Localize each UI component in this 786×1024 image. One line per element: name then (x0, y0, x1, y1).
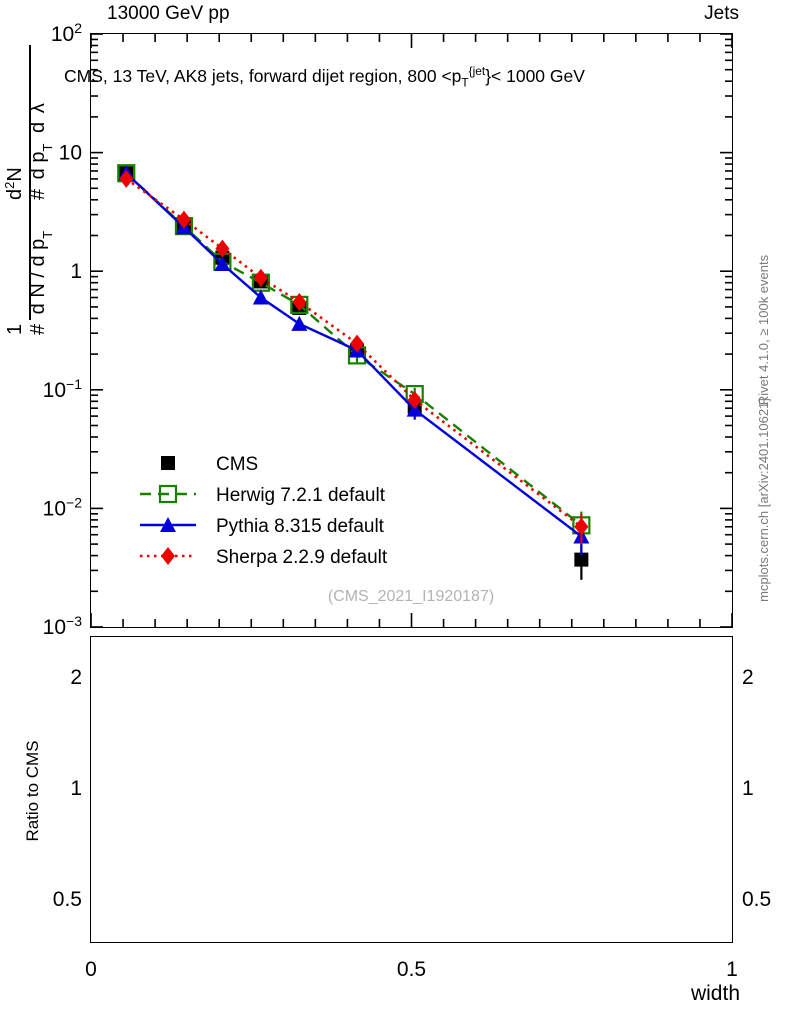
plot-title-sup: {jet (468, 64, 486, 78)
legend-label: Herwig 7.2.1 default (216, 485, 386, 506)
ratio-panel (90, 636, 733, 943)
legend-label: Sherpa 2.2.9 default (216, 547, 388, 568)
legend: CMS Herwig 7.2.1 default Pythia 8.315 defa… (140, 454, 388, 568)
svg-text:2: 2 (742, 666, 754, 689)
svg-text:0.5: 0.5 (397, 958, 426, 981)
ylabel-lambda: λ (27, 103, 49, 113)
legend-item: CMS (161, 454, 258, 475)
main-panel (90, 33, 733, 628)
svg-text:1: 1 (726, 958, 738, 981)
ylabel-numsup: 2 (2, 182, 17, 189)
svg-text:1: 1 (742, 777, 754, 800)
main-axis-ticks (90, 33, 733, 628)
plot-title-tail: }< 1000 GeV (485, 65, 585, 86)
ylabel-sub1: T (40, 231, 55, 239)
svg-text:2: 2 (70, 666, 82, 689)
svg-text:102: 102 (51, 20, 82, 46)
svg-text:1: 1 (4, 324, 26, 335)
plot-title-main: CMS, 13 TeV, AK8 jets, forward dijet reg… (64, 65, 462, 86)
plot-title-sub: T (461, 75, 469, 90)
x-axis-label: width (690, 982, 740, 1005)
ylabel-den: d N / d p (27, 239, 49, 315)
side-label-rivet: Rivet 4.1.0, ≥ 100k events (756, 254, 771, 405)
plot-title: CMS, 13 TeV, AK8 jets, forward dijet reg… (64, 64, 585, 89)
ylabel-hash2: # (27, 188, 49, 200)
svg-text:d2N: d2N (2, 167, 27, 200)
ylabel-numd: d (27, 122, 49, 133)
ratio-ylabel-text: Ratio to CMS (23, 740, 42, 841)
svg-text:# d N / d pT: # d N / d pT (27, 231, 55, 335)
legend-label: Pythia 8.315 default (216, 516, 385, 537)
legend-item: Sherpa 2.2.9 default (140, 547, 388, 568)
y-axis-label: # d N / d pT 1 # d pT d λ d2N (2, 45, 55, 335)
ylabel-one: 1 (4, 324, 26, 335)
ylabel-sub2: T (40, 144, 55, 152)
main-y-tick-labels: 102 10 1 10−1 10−2 10−3 (43, 20, 83, 639)
ratio-axis-title: Ratio to CMS (23, 740, 42, 841)
watermark: (CMS_2021_I1920187) (328, 588, 494, 605)
ylabel-hash1: # (27, 323, 49, 335)
svg-text:10−2: 10−2 (43, 494, 83, 520)
legend-item: Herwig 7.2.1 default (140, 484, 386, 506)
svg-text:# d pT d: # d pT d λ (27, 103, 55, 200)
main-data-series (117, 164, 591, 580)
legend-label: CMS (216, 454, 258, 475)
svg-text:0.5: 0.5 (742, 888, 771, 911)
ylabel-numb: N (4, 167, 26, 181)
svg-text:1: 1 (70, 777, 82, 800)
header-left: 13000 GeV pp (107, 3, 230, 24)
x-tick-labels: 0 0.5 1 (85, 958, 738, 981)
svg-text:10: 10 (59, 142, 82, 165)
svg-text:10−1: 10−1 (43, 376, 83, 402)
ylabel-numc: d p (27, 152, 49, 180)
svg-text:1: 1 (70, 260, 82, 283)
svg-text:10−3: 10−3 (43, 613, 83, 639)
side-annotations: Rivet 4.1.0, ≥ 100k events mcplots.cern.… (756, 254, 771, 602)
header-right: Jets (704, 3, 739, 24)
svg-text:0.5: 0.5 (53, 888, 82, 911)
svg-text:0: 0 (85, 958, 97, 981)
ylabel-numa: d (4, 189, 26, 200)
legend-item: Pythia 8.315 default (140, 516, 385, 537)
side-label-mcplots: mcplots.cern.ch [arXiv:2401.10621] (756, 398, 771, 602)
ratio-y-tick-labels: 2 2 1 1 0.5 0.5 (53, 666, 771, 911)
